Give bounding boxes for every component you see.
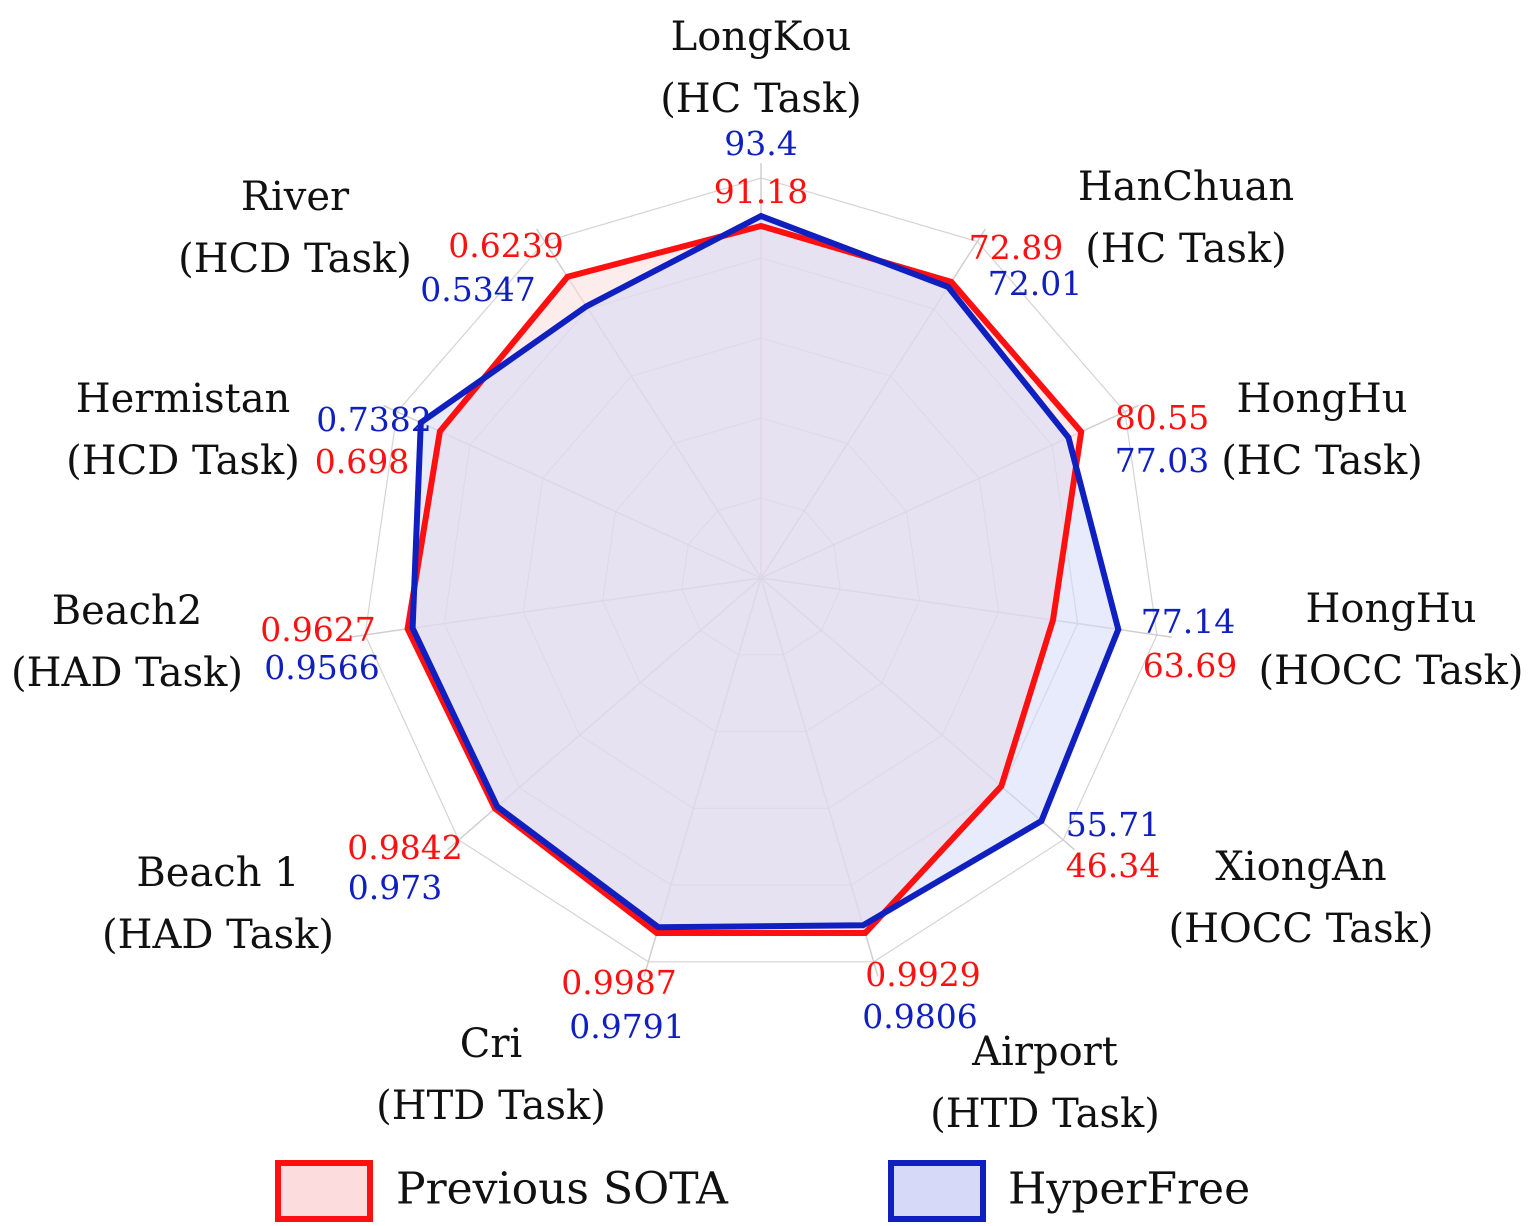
axis-label-task: (HC Task)	[660, 76, 862, 122]
axis-label-name: HanChuan	[1078, 164, 1294, 210]
data-label: 0.9987	[561, 963, 676, 1002]
axis-label-task: (HAD Task)	[102, 912, 334, 958]
axis-label-name: River	[241, 174, 350, 220]
series-line-1	[409, 212, 1122, 931]
data-label: 0.973	[348, 868, 442, 907]
axis-label-task: (HOCC Task)	[1169, 906, 1434, 952]
axis-label-name: LongKou	[671, 14, 852, 60]
axis-label-task: (HTD Task)	[930, 1091, 1160, 1137]
axis-label-name: Cri	[460, 1021, 523, 1067]
data-label: 55.71	[1066, 805, 1160, 844]
axis-label-task: (HCD Task)	[178, 236, 412, 282]
legend-swatch	[888, 1160, 986, 1222]
radar-series	[404, 212, 1122, 936]
legend: Previous SOTA HyperFree	[275, 1160, 1250, 1222]
data-label: 0.698	[315, 442, 409, 481]
data-label: 0.9929	[865, 955, 980, 994]
legend-label: Previous SOTA	[396, 1164, 729, 1215]
axis-labels: LongKou (HC Task) HanChuan (HC Task) HongHu (…	[11, 14, 1523, 1137]
axis-label-task: (HAD Task)	[11, 650, 243, 696]
series-line-0	[404, 222, 1085, 936]
data-label: 77.14	[1141, 602, 1235, 641]
data-label: 46.34	[1066, 846, 1160, 885]
data-label: 72.01	[988, 264, 1082, 303]
series-fill-1	[412, 216, 1119, 928]
axis-label-name: Beach2	[52, 588, 203, 634]
grid-ring-5	[364, 177, 1158, 963]
axis-label-task: (HCD Task)	[66, 438, 300, 484]
axis-label-name: XiongAn	[1215, 844, 1386, 890]
data-label: 80.55	[1115, 398, 1209, 437]
data-label: 91.18	[714, 172, 808, 211]
axis-label-task: (HTD Task)	[376, 1083, 606, 1129]
axis-label-name: Hermistan	[76, 376, 291, 422]
data-label: 0.9842	[347, 828, 462, 867]
data-label: 0.6239	[448, 226, 563, 265]
data-label: 0.5347	[420, 270, 535, 309]
axis-label-name: Beach 1	[136, 850, 299, 896]
axis-label-task: (HC Task)	[1221, 438, 1423, 484]
data-label: 77.03	[1115, 441, 1209, 480]
axis-label-task: (HC Task)	[1085, 226, 1287, 272]
data-label: 0.7382	[316, 400, 431, 439]
legend-label: HyperFree	[1008, 1164, 1250, 1215]
data-label: 0.9791	[569, 1007, 684, 1046]
data-label: 0.9627	[260, 610, 375, 649]
data-label: 0.9806	[862, 997, 977, 1036]
axis-label-task: (HOCC Task)	[1259, 648, 1524, 694]
data-label: 63.69	[1143, 646, 1237, 685]
axis-label-name: Airport	[971, 1029, 1118, 1075]
value-labels: 91.18 72.89 80.55 63.69 46.34 0.9929 0.9987 0.9…	[260, 124, 1237, 1046]
data-label: 0.9566	[264, 648, 379, 687]
axis-label-name: HongHu	[1306, 586, 1477, 632]
axis-label-name: HongHu	[1237, 376, 1408, 422]
data-label: 72.89	[969, 228, 1063, 267]
legend-swatch	[275, 1160, 373, 1222]
data-label: 93.4	[724, 124, 797, 163]
